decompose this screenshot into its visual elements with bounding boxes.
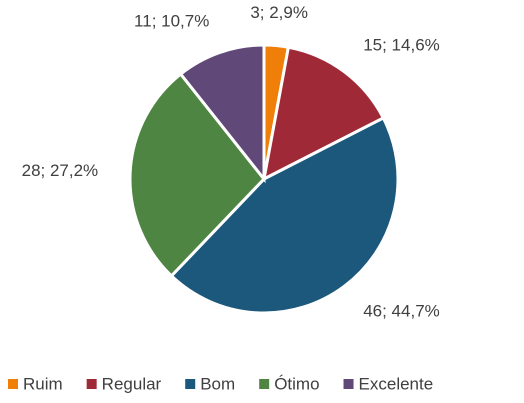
data-label: 15; 14,6% [363,35,440,54]
pie-slice [169,115,400,315]
pie-slice [178,43,266,184]
data-label: 3; 2,9% [250,3,308,22]
legend-label: Ótimo [274,374,319,393]
legend-label: Bom [200,374,235,393]
legend-label: Ruim [23,374,63,393]
legend-label: Excelente [359,374,434,393]
data-label: 11; 10,7% [134,12,209,31]
legend-swatch [185,379,196,389]
legend-label: Regular [102,374,162,393]
legend-swatch [259,379,270,389]
pie-slice [128,71,266,279]
data-label: 46; 44,7% [363,302,440,321]
pie-slice [261,45,386,182]
legend-swatch [343,379,354,389]
legend-swatch [8,379,18,389]
data-label: 28; 27,2% [22,161,99,180]
legend-swatch [86,379,97,389]
